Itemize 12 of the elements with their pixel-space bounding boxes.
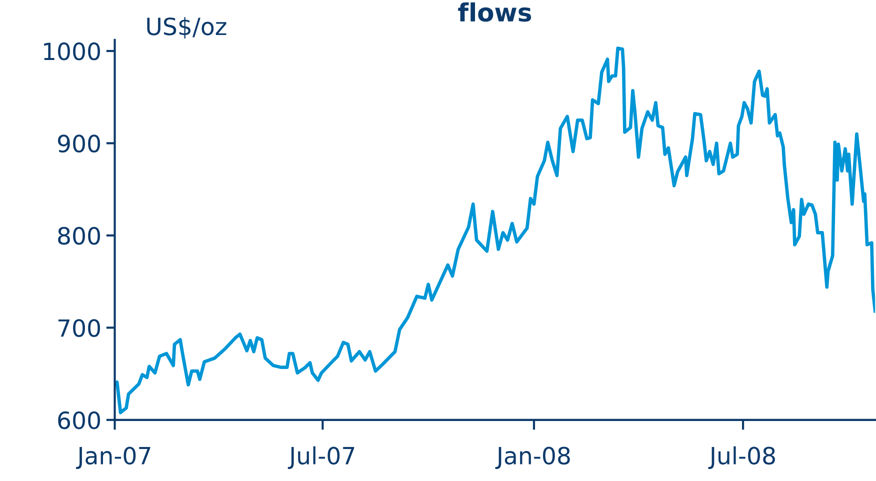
y-tick-label: 1000 [44, 42, 100, 60]
y-tick-label: 900 [58, 134, 100, 153]
y-tick-label: 800 [58, 226, 100, 245]
y-axis-title: US$/oz [147, 17, 226, 38]
x-tick-label: Jul-07 [288, 446, 354, 469]
line-series [114, 46, 876, 414]
x-tick-label: Jan-08 [495, 446, 570, 469]
x-tick-label: Jan-07 [76, 446, 150, 469]
chart-title: flows [458, 2, 532, 22]
y-tick-label: 600 [58, 411, 100, 430]
y-tick-label: 700 [58, 319, 100, 337]
x-tick-label: Jul-08 [708, 446, 775, 469]
